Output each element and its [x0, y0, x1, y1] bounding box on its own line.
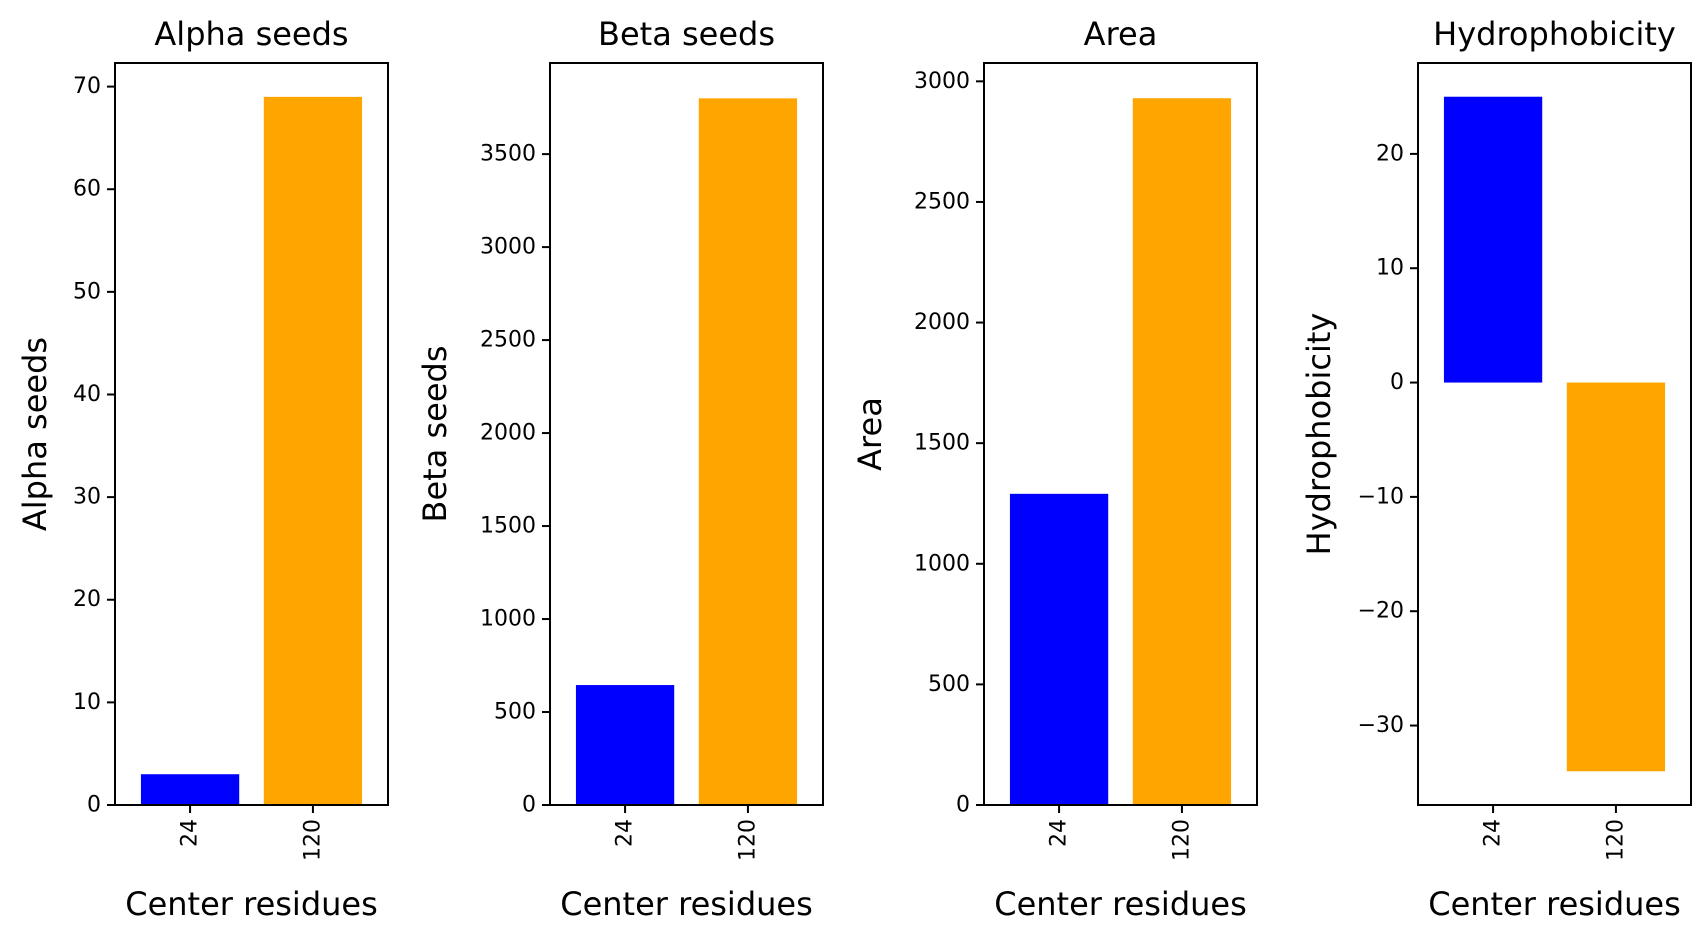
y-tick-label: 500 — [928, 672, 970, 697]
x-tick-label: 120 — [735, 819, 760, 861]
y-tick-label: 70 — [73, 74, 101, 99]
chart-panel-3: 0 500 1000 1500 2000 2500 3000 24 120 Area Center … — [851, 15, 1258, 923]
y-tick-label: 1000 — [480, 607, 536, 632]
y-tick-label: −10 — [1358, 484, 1404, 509]
axes-frame — [114, 62, 389, 806]
bar-120 — [698, 98, 798, 806]
y-tick-label: 20 — [73, 587, 101, 612]
bar-24 — [1443, 96, 1543, 383]
x-tick-label: 120 — [1603, 819, 1628, 861]
y-tick-label: 2500 — [480, 328, 536, 353]
x-tick-label: 24 — [1481, 819, 1506, 847]
y-tick-label: 2500 — [914, 189, 970, 214]
y-tick-label: −20 — [1358, 599, 1404, 624]
y-tick-label: 0 — [87, 793, 101, 818]
y-tick-label: 10 — [73, 690, 101, 715]
x-tick-label: 24 — [613, 819, 638, 847]
x-axis-label: Center residues — [560, 885, 813, 923]
y-tick-label: 50 — [73, 279, 101, 304]
y-tick-label: 1000 — [914, 551, 970, 576]
x-tick-label: 120 — [1169, 819, 1194, 861]
chart-panel-4: −30 −20 −10 0 10 20 24 120 Hydrophobicity Center … — [1300, 15, 1692, 923]
y-tick-label: 3000 — [480, 235, 536, 260]
y-tick-label: 0 — [1390, 370, 1404, 395]
y-tick-label: 0 — [956, 793, 970, 818]
y-tick-label: 2000 — [480, 421, 536, 446]
y-tick-label: 10 — [1376, 256, 1404, 281]
y-tick-label: 1500 — [480, 514, 536, 539]
y-axis-label: Area — [851, 397, 889, 471]
y-tick-label: 3500 — [480, 142, 536, 167]
chart-panel-1: 0 10 20 30 40 50 60 70 24 120 Alpha seeds Center re… — [16, 15, 389, 923]
bar-120 — [1566, 382, 1666, 772]
y-axis-label: Alpha seeds — [16, 337, 54, 531]
y-tick-label: 0 — [522, 793, 536, 818]
chart-panel-2: 0 500 1000 1500 2000 2500 3000 3500 24 120 Beta se… — [416, 15, 824, 923]
y-tick-label: 500 — [494, 700, 536, 725]
y-axis-label: Beta seeds — [416, 346, 454, 523]
chart-title: Beta seeds — [598, 15, 775, 53]
y-axis-label: Hydrophobicity — [1300, 313, 1338, 556]
x-axis-label: Center residues — [125, 885, 378, 923]
y-tick-label: 2000 — [914, 310, 970, 335]
y-tick-label: 40 — [73, 382, 101, 407]
chart-title: Area — [1084, 15, 1158, 53]
bar-120 — [263, 96, 363, 806]
axes-frame — [1417, 62, 1692, 806]
x-axis-label: Center residues — [994, 885, 1247, 923]
y-tick-label: −30 — [1358, 713, 1404, 738]
bar-24 — [1009, 493, 1109, 805]
y-tick-label: 3000 — [914, 69, 970, 94]
x-tick-label: 24 — [1047, 819, 1072, 847]
y-tick-label: 30 — [73, 485, 101, 510]
axes-frame — [983, 62, 1258, 806]
x-tick-label: 120 — [300, 819, 325, 861]
chart-title: Alpha seeds — [154, 15, 348, 53]
bar-120 — [1132, 98, 1232, 806]
bar-24 — [140, 774, 240, 805]
chart-title: Hydrophobicity — [1433, 15, 1676, 53]
y-tick-label: 60 — [73, 177, 101, 202]
x-axis-label: Center residues — [1428, 885, 1681, 923]
x-tick-label: 24 — [178, 819, 203, 847]
bar-24 — [575, 685, 675, 805]
y-tick-label: 1500 — [914, 431, 970, 456]
y-tick-label: 20 — [1376, 141, 1404, 166]
